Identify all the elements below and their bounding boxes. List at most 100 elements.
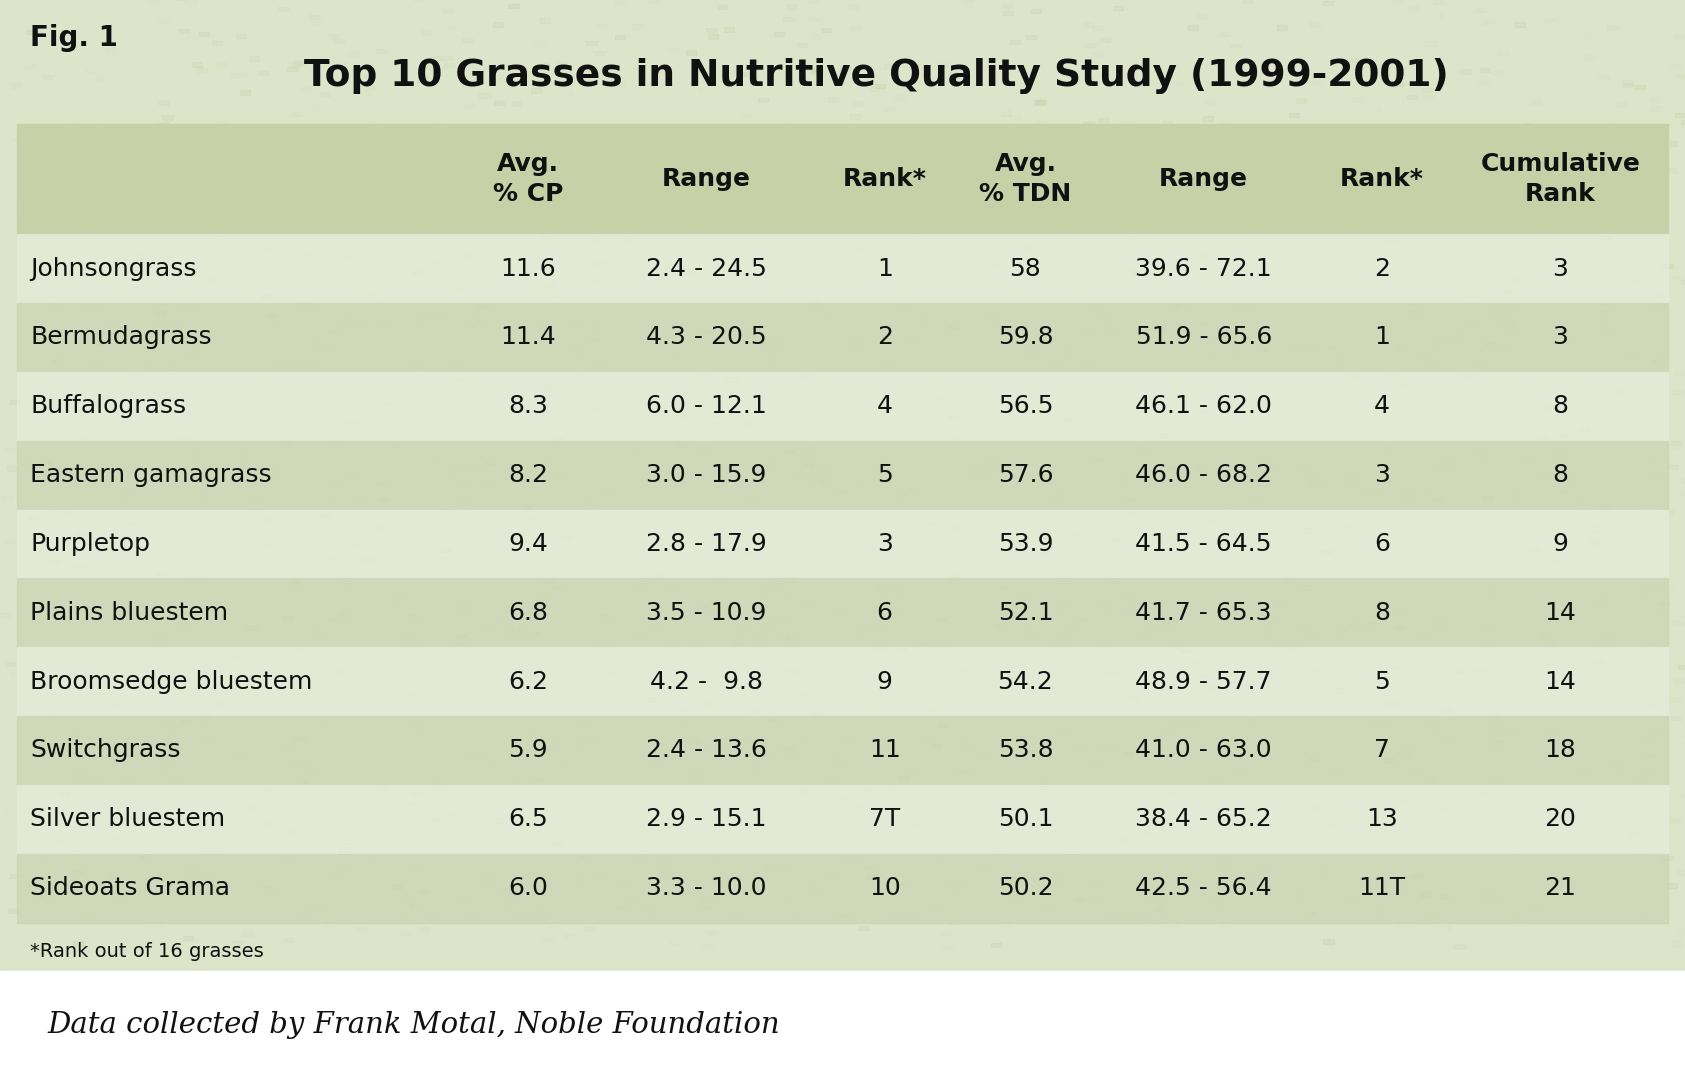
Bar [1100,38,1110,42]
Bar [522,505,532,509]
Bar [1456,258,1466,262]
Bar [740,691,750,695]
Bar [1099,281,1109,285]
Bar [814,843,824,847]
Bar [1009,114,1019,119]
Bar [1572,573,1582,577]
Bar [99,215,110,219]
Bar [789,755,799,760]
Bar [536,916,546,920]
Bar [949,880,959,885]
Bar [763,132,773,136]
Bar [799,739,809,743]
Bar [632,634,642,639]
Bar [1094,309,1104,313]
Bar [1503,288,1513,292]
Bar [682,177,693,181]
Bar [79,221,89,226]
Bar [297,736,307,740]
Bar [1301,586,1311,590]
Bar [915,134,925,138]
Bar [1208,708,1218,712]
Bar [821,479,831,483]
Bar [1078,426,1089,431]
Bar [1557,145,1567,149]
Bar [1387,786,1397,790]
Bar [962,1,972,5]
Bar [253,500,263,504]
Text: 39.6 - 72.1: 39.6 - 72.1 [1136,257,1272,281]
Bar [804,671,814,675]
Bar [261,132,271,136]
Bar [895,846,905,850]
Bar [61,133,71,137]
Bar [1188,882,1198,886]
Bar [1456,657,1466,661]
Bar [1244,877,1254,882]
Bar [814,150,824,154]
Bar [374,299,384,303]
Bar [302,552,312,557]
Bar [216,614,226,618]
Bar [933,641,944,645]
Bar [1159,900,1169,904]
Bar [56,680,66,684]
Text: Eastern gamagrass: Eastern gamagrass [30,463,271,487]
Bar [440,508,450,513]
Bar [384,224,394,229]
Bar [1043,907,1053,912]
Bar [93,812,103,817]
Bar [1173,644,1183,648]
Bar [861,494,871,498]
Bar [1624,810,1634,815]
Bar [1510,850,1520,855]
Bar [939,62,949,66]
Bar [915,641,925,645]
Bar [393,597,403,601]
Bar [142,714,152,719]
Text: 3: 3 [1552,326,1569,350]
Bar [1645,754,1655,759]
Bar [1105,671,1115,675]
Bar [1257,865,1267,870]
Bar [1538,109,1549,113]
Bar [876,463,886,467]
Bar [878,623,888,627]
Bar [1677,871,1685,875]
Bar [1094,64,1104,68]
Bar [1350,899,1360,903]
Bar [991,943,1001,947]
Bar [885,107,895,111]
Bar [1035,100,1045,105]
Bar [543,577,553,582]
Bar [1439,926,1449,930]
Bar [292,647,302,652]
Bar [1038,586,1048,590]
Bar [209,25,219,29]
Text: 14: 14 [1545,670,1575,694]
Bar [1075,897,1085,901]
Bar [1602,188,1613,192]
Bar [645,211,655,216]
Bar [187,0,197,3]
Bar [1523,123,1533,127]
Bar [1097,746,1107,750]
Bar [367,122,377,126]
Bar [757,572,767,576]
Bar [1313,336,1323,340]
Bar [1390,665,1400,669]
Bar [1442,461,1452,465]
Bar [1277,573,1287,577]
Bar [377,651,388,655]
Bar [175,467,185,472]
Bar [1508,331,1518,336]
Bar [650,570,661,574]
Bar [318,720,329,724]
Bar [94,341,104,345]
Bar [1500,381,1510,385]
Bar [362,557,372,561]
Bar [399,638,409,642]
Bar [374,527,384,531]
Bar [1297,626,1308,630]
Bar [1454,311,1464,315]
